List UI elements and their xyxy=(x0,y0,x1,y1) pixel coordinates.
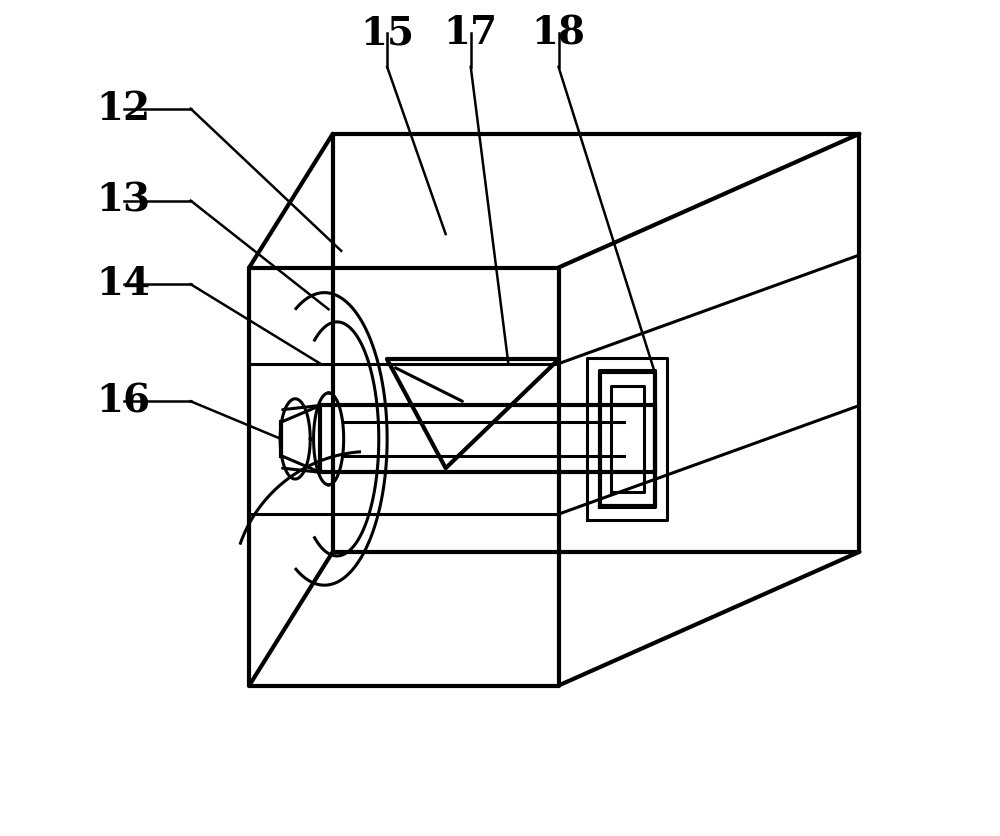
Text: 14: 14 xyxy=(97,265,151,303)
Text: 15: 15 xyxy=(360,14,414,53)
Text: 12: 12 xyxy=(97,89,151,128)
Text: 17: 17 xyxy=(444,14,498,53)
Text: 13: 13 xyxy=(97,181,151,220)
Text: 16: 16 xyxy=(97,382,151,421)
Text: 18: 18 xyxy=(532,14,586,53)
